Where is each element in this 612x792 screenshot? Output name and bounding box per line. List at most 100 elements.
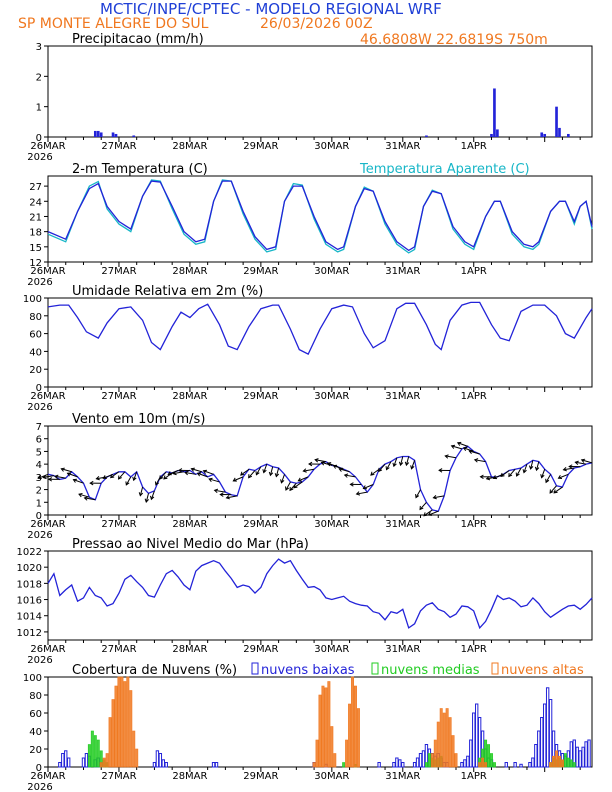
wind-arrow-head xyxy=(508,472,513,478)
cloud-legend-label: nuvens altas xyxy=(501,663,584,678)
wind-arrow xyxy=(356,491,368,495)
cloud-bar-nuvens-altas xyxy=(552,755,556,768)
humidity-ytick-label: 60 xyxy=(29,330,42,341)
cloud-legend-swatch xyxy=(251,662,259,675)
wind-arrow xyxy=(415,489,421,498)
wind-xtick-label: 29MAR xyxy=(243,519,278,530)
wind-arrow-head xyxy=(302,468,307,473)
temp-series-temperatura-aparente-c xyxy=(47,179,593,254)
cloud-bar-nuvens-altas xyxy=(439,708,443,768)
precip-bar xyxy=(555,106,558,137)
wind-arrow-head xyxy=(274,473,280,478)
wind-arrow xyxy=(411,460,416,469)
cloud-legend-label: nuvens baixas xyxy=(261,663,355,678)
wind-arrow xyxy=(451,445,463,450)
wind-arrow-head xyxy=(37,475,42,480)
cloud-bar-nuvens-baixas xyxy=(412,762,417,768)
cloud-bar-nuvens-baixas xyxy=(67,757,71,768)
wind-arrow xyxy=(419,501,427,510)
cloud-bar-nuvens-medias xyxy=(342,762,346,768)
cloud-bar-nuvens-baixas xyxy=(578,750,582,768)
wind-ytick-label: 5 xyxy=(36,447,42,458)
cloud-bar-nuvens-baixas xyxy=(392,762,396,768)
wind-arrow xyxy=(133,471,138,481)
temp-ytick-label: 21 xyxy=(29,212,42,223)
cloud-bar-nuvens-baixas xyxy=(534,744,538,768)
cloud-bar-nuvens-baixas xyxy=(581,746,585,768)
wind-arrow xyxy=(275,467,280,477)
wind-arrow xyxy=(184,471,196,475)
cloud-bar-nuvens-altas xyxy=(99,762,103,768)
precip-ytick-label: 1 xyxy=(36,103,42,114)
cloud-bar-nuvens-medias xyxy=(424,762,428,768)
wind-arrow-head xyxy=(553,489,558,494)
cloud-bar-nuvens-baixas xyxy=(528,762,532,768)
pressure-ytick-label: 1016 xyxy=(17,596,42,607)
humidity-xtick-label: 30MAR xyxy=(314,391,349,402)
clouds-xtick-label: 29MAR xyxy=(243,771,278,782)
wind-arrow-head xyxy=(54,474,59,480)
wind-arrow xyxy=(269,466,274,476)
clouds-year-label: 2026 xyxy=(27,782,52,792)
wind-arrow-head xyxy=(423,512,428,517)
cloud-bar-nuvens-altas xyxy=(312,762,316,768)
wind-ytick-label: 1 xyxy=(36,498,42,509)
precip-bar xyxy=(425,135,428,137)
cloud-bar-nuvens-baixas xyxy=(584,741,588,768)
wind-arrow xyxy=(549,485,557,494)
precip-xtick-label: 26MAR xyxy=(30,141,65,152)
humidity-ytick-label: 100 xyxy=(23,294,42,305)
clouds-ytick-label: 100 xyxy=(23,673,42,684)
header-title: MCTIC/INPE/CPTEC - MODELO REGIONAL WRF xyxy=(100,0,442,18)
cloud-bar-nuvens-altas xyxy=(481,757,485,768)
wind-arrow xyxy=(558,473,569,479)
cloud-bar-nuvens-baixas xyxy=(475,703,479,768)
cloud-bar-nuvens-medias xyxy=(427,753,431,768)
wind-arrow xyxy=(575,461,587,465)
wind-title: Vento em 10m (m/s) xyxy=(72,412,205,427)
temp-legend: Temperatura Aparente (C) xyxy=(359,162,530,177)
cloud-bar-nuvens-altas xyxy=(102,757,106,768)
precip-title: Precipitacao (mm/h) xyxy=(72,32,204,47)
humidity-xtick-label: 28MAR xyxy=(172,391,207,402)
wind-arrow xyxy=(405,456,410,466)
cloud-bar-nuvens-baixas xyxy=(415,757,420,768)
wind-xtick-label: 28MAR xyxy=(172,519,207,530)
cloud-bar-nuvens-baixas xyxy=(64,750,68,768)
cloud-bar-nuvens-baixas xyxy=(531,757,535,768)
wind-arrow xyxy=(581,459,593,464)
precip-ytick-label: 2 xyxy=(36,72,42,83)
wind-arrow xyxy=(159,471,167,480)
cloud-bar-nuvens-baixas xyxy=(472,712,476,768)
wind-arrow-head xyxy=(392,462,397,468)
cloud-bar-nuvens-baixas xyxy=(540,717,544,768)
clouds-xtick-label: 28MAR xyxy=(172,771,207,782)
cloud-bar-nuvens-medias xyxy=(566,757,570,768)
wind-arrow-head xyxy=(308,461,313,467)
wind-ytick-label: 6 xyxy=(36,435,42,446)
precip-bar xyxy=(111,132,115,137)
wind-arrow xyxy=(508,468,516,477)
wind-arrow-head xyxy=(72,478,77,483)
wind-arrow-head xyxy=(450,444,456,449)
cloud-bar-nuvens-altas xyxy=(436,721,440,768)
precip-bar xyxy=(567,133,570,137)
cloud-bar-nuvens-baixas xyxy=(537,730,541,768)
wind-arrow-head xyxy=(149,495,155,501)
wind-arrow xyxy=(191,468,202,473)
wind-arrow-head xyxy=(196,472,202,477)
wind-arrow-head xyxy=(462,446,468,452)
wind-arrow xyxy=(118,471,126,480)
temp-xtick-label: 26MAR xyxy=(30,266,65,277)
humidity-ytick-label: 40 xyxy=(29,347,42,358)
wind-arrow xyxy=(370,468,380,476)
wind-arrow-head xyxy=(370,471,375,476)
panel-pressure: Pressao ao Nivel Medio do Mar (hPa) 1012 1… xyxy=(17,537,593,666)
wind-arrow-head xyxy=(167,471,172,476)
wind-arrow-head xyxy=(117,475,122,480)
temp-xtick-label: 29MAR xyxy=(243,266,278,277)
wind-xtick-label: 31MAR xyxy=(385,519,420,530)
wind-xtick-label: 30MAR xyxy=(314,519,349,530)
cloud-bar-nuvens-altas xyxy=(356,708,360,768)
